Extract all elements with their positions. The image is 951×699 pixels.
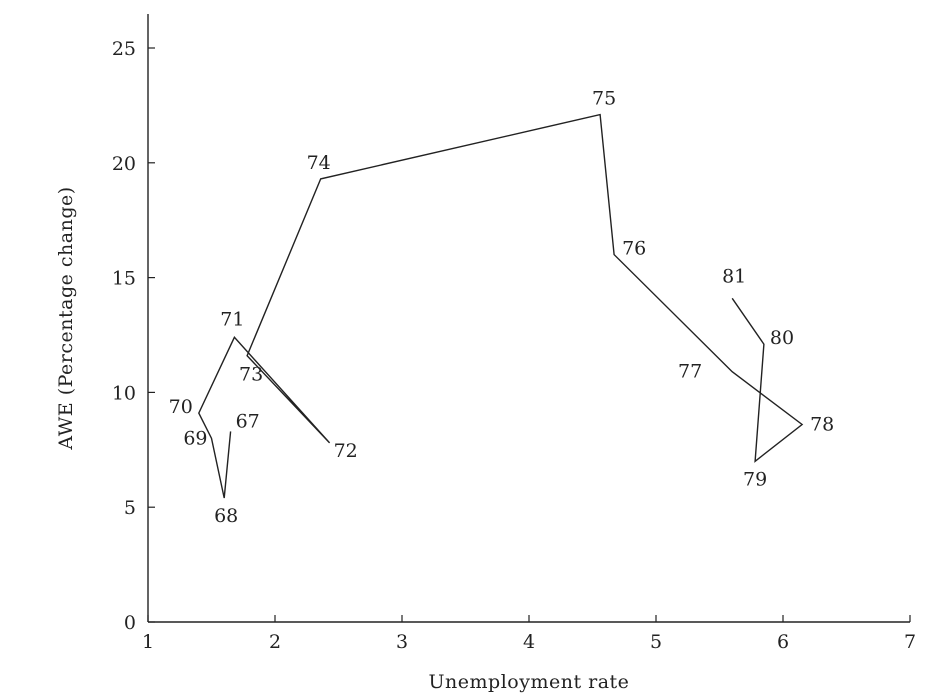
- point-label-68: 68: [214, 505, 238, 527]
- x-tick-label: 1: [142, 631, 154, 653]
- point-label-80: 80: [770, 327, 794, 349]
- point-label-67: 67: [236, 410, 260, 432]
- x-ticks: 1 2 3 4 5 6 7: [142, 615, 916, 653]
- x-tick-label: 6: [777, 631, 789, 653]
- y-tick-label: 25: [112, 38, 136, 60]
- point-label-74: 74: [307, 152, 331, 174]
- x-axis-title: Unemployment rate: [429, 671, 630, 693]
- x-tick-label: 2: [269, 631, 281, 653]
- point-label-70: 70: [169, 396, 193, 418]
- point-label-69: 69: [183, 427, 207, 449]
- point-labels: 67 68 69 70 71 72 73 74 75 76 77 78 79 80 81: [169, 88, 835, 527]
- x-tick-label: 7: [904, 631, 916, 653]
- y-tick-label: 0: [124, 612, 136, 634]
- point-label-81: 81: [722, 265, 746, 287]
- point-label-78: 78: [810, 414, 834, 436]
- x-tick-label: 4: [523, 631, 535, 653]
- series-line: [198, 113, 804, 499]
- x-tick-label: 5: [650, 631, 662, 653]
- point-label-79: 79: [743, 468, 767, 490]
- point-label-77: 77: [678, 361, 702, 383]
- point-label-75: 75: [592, 88, 616, 110]
- y-tick-label: 20: [112, 153, 136, 175]
- point-label-71: 71: [220, 308, 244, 330]
- y-tick-label: 15: [112, 268, 136, 290]
- y-ticks: 0 5 10 15 20 25: [112, 38, 155, 634]
- point-label-72: 72: [334, 440, 358, 462]
- point-label-73: 73: [239, 364, 263, 386]
- y-axis-title: AWE (Percentage change): [55, 186, 77, 450]
- x-tick-label: 3: [396, 631, 408, 653]
- y-tick-label: 10: [112, 382, 136, 404]
- point-label-76: 76: [622, 238, 646, 260]
- y-tick-label: 5: [124, 497, 136, 519]
